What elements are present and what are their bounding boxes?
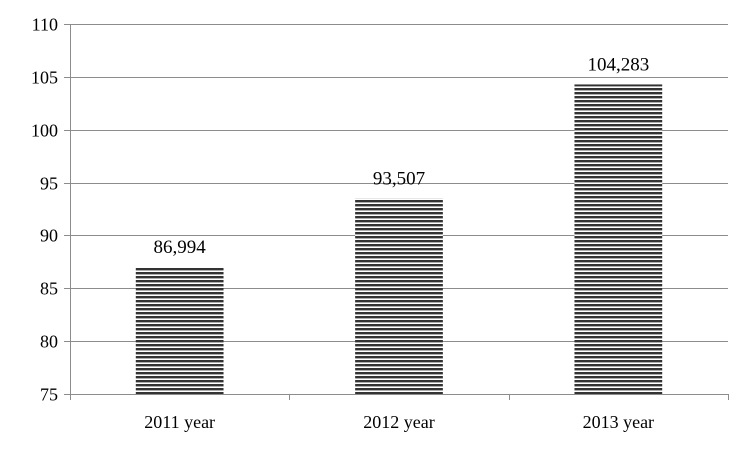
bar-2013-year xyxy=(574,84,663,394)
x-tick-label: 2013 year xyxy=(583,412,654,432)
bar-2012-year xyxy=(355,198,443,394)
labels: 75 80 85 90 95 100 105 110 86,994 2011 year 93,507… xyxy=(31,15,654,433)
y-tick-label: 75 xyxy=(40,385,58,405)
data-label: 104,283 xyxy=(587,54,649,75)
y-tick-label: 85 xyxy=(40,279,58,299)
y-tick-label: 90 xyxy=(40,226,58,246)
x-tick-label: 2012 year xyxy=(363,412,434,432)
data-label: 93,507 xyxy=(373,168,425,189)
y-tick-label: 95 xyxy=(40,174,58,194)
y-tick-label: 105 xyxy=(31,68,58,88)
axes xyxy=(64,24,729,400)
data-label: 86,994 xyxy=(154,237,207,258)
y-tick-label: 110 xyxy=(32,15,58,35)
x-tick-label: 2011 year xyxy=(144,412,215,432)
y-tick-label: 100 xyxy=(31,121,58,141)
y-tick-label: 80 xyxy=(40,332,58,352)
bar-2011-year xyxy=(135,267,224,394)
bars xyxy=(135,84,663,394)
